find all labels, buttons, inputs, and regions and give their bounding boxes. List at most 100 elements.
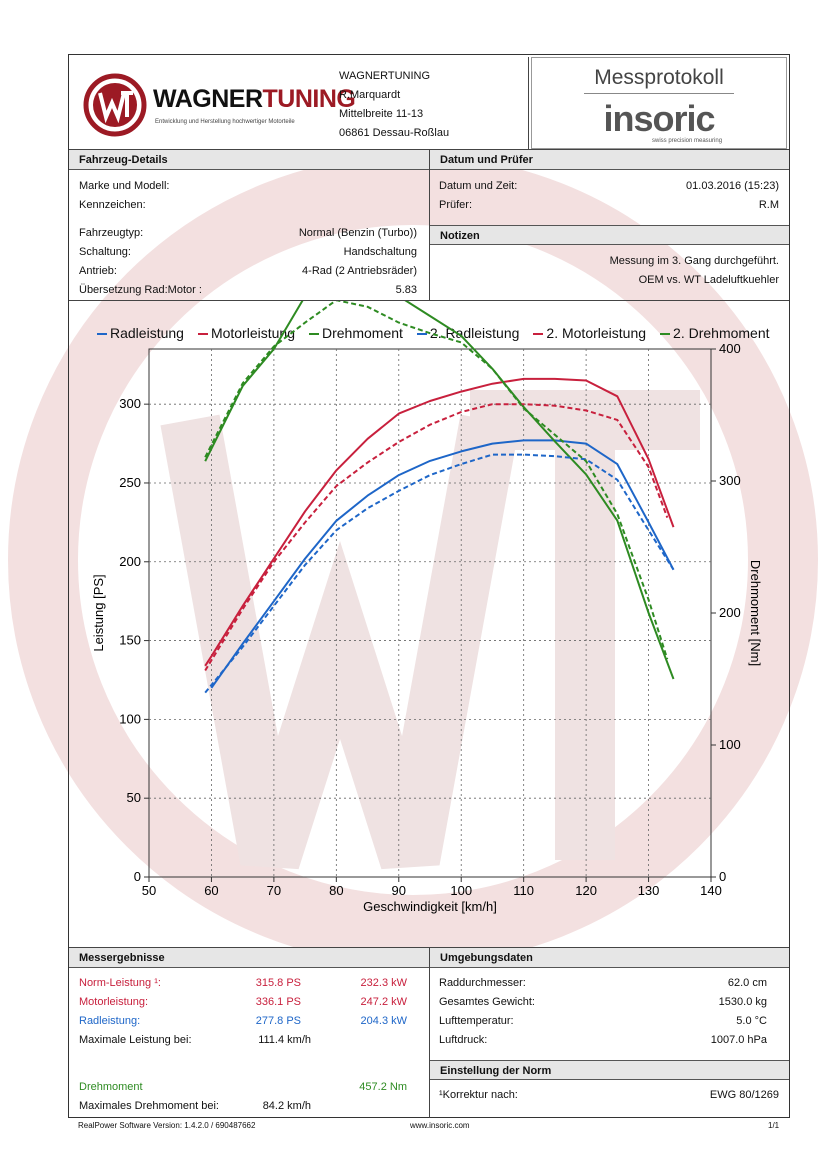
x-tick-label: 100: [450, 883, 472, 898]
series-line-radleistung: [210, 439, 675, 689]
date-value: 01.03.2016 (15:23): [686, 180, 779, 192]
max-torque-value: 84.2 km/h: [262, 1100, 311, 1112]
results-section-title: Messergebnisse: [69, 948, 429, 968]
company-logo-tuning: TUNING: [262, 85, 356, 113]
env-label: Gesamtes Gewicht:: [439, 996, 535, 1008]
vehicle-label: Übersetzung Rad:Motor :: [79, 284, 202, 296]
norm-power-ps: 315.8 PS: [255, 977, 301, 989]
legend-swatch: [197, 333, 208, 336]
legend-label: 2. Motorleistung: [546, 325, 647, 341]
protocol-title: Messprotokoll: [594, 66, 724, 89]
y2-tick-label: 0: [719, 869, 726, 884]
wheel-power-ps: 277.8 PS: [255, 1015, 301, 1027]
legend-item: Motorleistung: [197, 325, 295, 341]
vehicle-section-title: Fahrzeug-Details: [69, 150, 429, 170]
insoric-tagline: swiss precision measuring: [652, 138, 723, 144]
protocol-frame: WAGNERTUNING Entwicklung und Herstellung…: [68, 54, 790, 1118]
legend-item: 2. Drehmoment: [660, 325, 770, 341]
legend-item: Drehmoment: [308, 325, 403, 341]
x-tick-label: 90: [392, 883, 406, 898]
address-line: Mittelbreite 11-13: [339, 108, 424, 120]
y-tick-label: 0: [134, 869, 141, 884]
legend-label: Drehmoment: [321, 325, 403, 341]
vehicle-value: 4-Rad (2 Antriebsräder): [302, 265, 417, 277]
company-logo: WAGNERTUNING Entwicklung und Herstellung…: [83, 73, 356, 137]
y-axis-label: Leistung [PS]: [91, 574, 106, 651]
max-torque-label: Maximales Drehmoment bei:: [79, 1100, 219, 1112]
env-label: Lufttemperatur:: [439, 1015, 514, 1027]
notes-line: Messung im 3. Gang durchgeführt.: [609, 255, 779, 267]
x-tick-label: 130: [638, 883, 660, 898]
wheel-power-kw: 204.3 kW: [360, 1015, 407, 1027]
torque-label: Drehmoment: [79, 1081, 143, 1093]
y2-tick-label: 400: [719, 341, 741, 356]
norm-correction-label: ¹Korrektur nach:: [439, 1089, 518, 1101]
wt-logo-icon: [83, 73, 147, 137]
env-label: Luftdruck:: [439, 1034, 488, 1046]
address-line: R.Marquardt: [339, 89, 401, 101]
footer-software: RealPower Software Version: 1.4.2.0 / 69…: [78, 1121, 256, 1130]
wheel-power-label: Radleistung:: [79, 1015, 141, 1027]
series-line-2-drehmoment: [204, 301, 669, 660]
address-line: 06861 Dessau-Roßlau: [339, 127, 450, 139]
legend-label: Motorleistung: [210, 325, 295, 341]
divider: [429, 150, 430, 300]
x-tick-label: 70: [267, 883, 281, 898]
protocol-title-underline: [584, 93, 734, 94]
vehicle-value: Handschaltung: [343, 246, 417, 258]
legend-item: Radleistung: [97, 325, 184, 341]
y-tick-label: 250: [119, 475, 141, 490]
motor-power-ps: 336.1 PS: [255, 996, 301, 1008]
motor-power-label: Motorleistung:: [79, 996, 149, 1008]
divider: [429, 948, 430, 1118]
vehicle-label: Marke und Modell:: [79, 180, 170, 192]
vehicle-label: Kennzeichen:: [79, 199, 146, 211]
legend-swatch: [97, 333, 107, 336]
x-axis-label: Geschwindigkeit [km/h]: [363, 899, 497, 914]
x-tick-label: 110: [513, 883, 534, 898]
norm-correction-value: EWG 80/1269: [709, 1089, 779, 1101]
y2-tick-label: 100: [719, 737, 741, 752]
y2-tick-label: 200: [719, 605, 741, 620]
series-line-drehmoment: [204, 301, 675, 680]
motor-power-kw: 247.2 kW: [360, 996, 407, 1008]
notes-section-title: Notizen: [430, 225, 789, 245]
y-tick-label: 50: [127, 790, 141, 805]
y2-tick-label: 300: [719, 473, 741, 488]
power-chart: 50 60 70 80 90 100 110 120 130 140050100150200250…: [91, 301, 763, 914]
env-value: 1530.0 kg: [718, 996, 767, 1008]
legend-item: 2. Motorleistung: [533, 325, 646, 341]
company-tagline: Entwicklung und Herstellung hochwertiger…: [155, 119, 295, 125]
vehicle-value: Normal (Benzin (Turbo)): [298, 227, 417, 239]
company-logo-name: WAGNERTUNING: [153, 85, 356, 113]
max-power-label: Maximale Leistung bei:: [79, 1034, 192, 1046]
divider: [69, 947, 789, 948]
y-tick-label: 300: [119, 396, 141, 411]
divider: [69, 300, 789, 301]
series-line-motorleistung: [204, 377, 675, 667]
legend-swatch: [533, 333, 544, 336]
vehicle-label: Schaltung:: [79, 246, 131, 258]
x-tick-label: 50: [142, 883, 156, 898]
y-tick-label: 100: [119, 711, 141, 726]
notes-line: OEM vs. WT Ladeluftkuehler: [638, 274, 779, 286]
examiner-value: R.M: [758, 199, 779, 211]
protocol-box: Messprotokoll insoric swiss precision me…: [531, 57, 787, 149]
footer-url: www.insoric.com: [410, 1121, 470, 1130]
examiner-label: Prüfer:: [439, 199, 473, 211]
x-tick-label: 140: [700, 883, 722, 898]
header-divider: [528, 57, 529, 149]
environment-section-title: Umgebungsdaten: [430, 948, 789, 968]
env-value: 1007.0 hPa: [710, 1034, 767, 1046]
norm-power-kw: 232.3 kW: [360, 977, 407, 989]
company-address: WAGNERTUNING R.Marquardt Mittelbreite 11…: [339, 67, 449, 143]
y2-axis-label: Drehmoment [Nm]: [748, 560, 763, 666]
vehicle-label: Antrieb:: [79, 265, 117, 277]
legend-swatch: [416, 333, 427, 336]
env-value: 5.0 °C: [736, 1015, 767, 1027]
chart-legend: Radleistung Motorleistung Drehmoment 2. Rad…: [97, 325, 784, 341]
torque-value: 457.2 Nm: [359, 1081, 407, 1093]
vehicle-label: Fahrzeugtyp:: [79, 227, 144, 239]
series-line-2-motorleistung: [204, 403, 669, 672]
env-label: Raddurchmesser:: [439, 977, 526, 989]
